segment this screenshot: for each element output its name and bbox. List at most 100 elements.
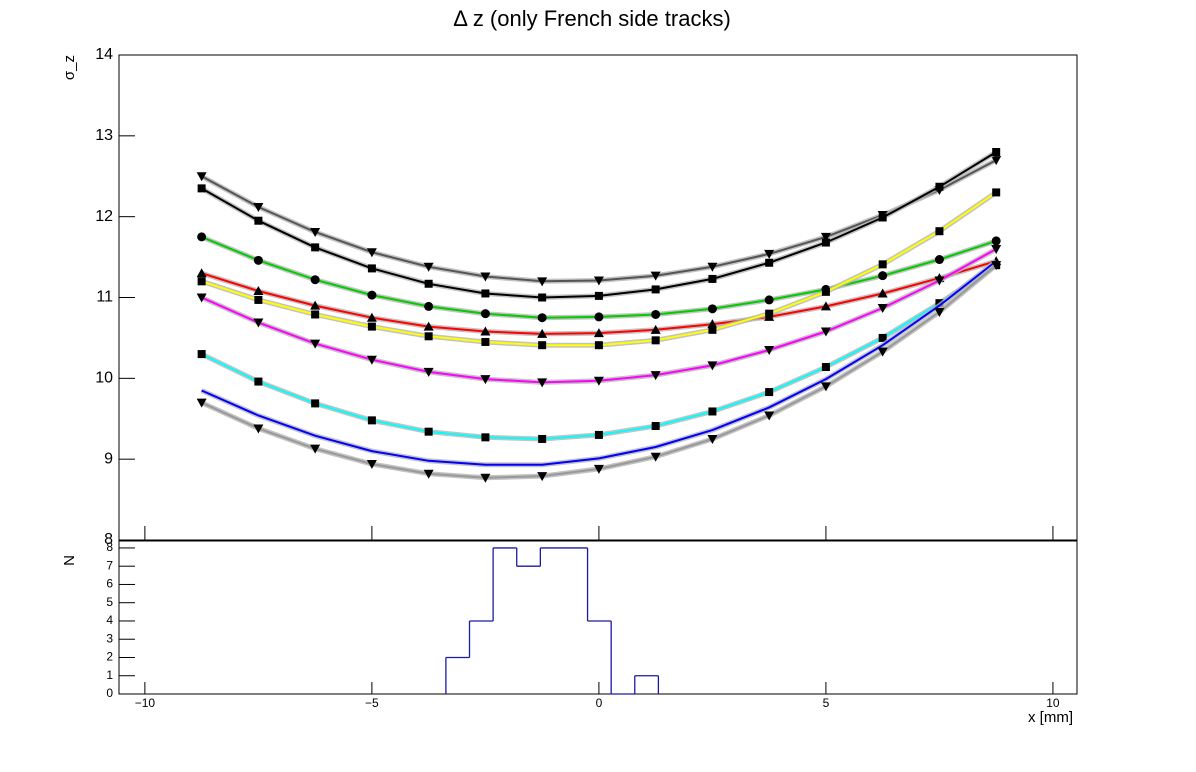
marker (538, 434, 547, 443)
y-tick-label: 3 (106, 631, 113, 645)
marker (480, 326, 491, 336)
marker (651, 285, 660, 294)
y-tick-label: 10 (95, 370, 113, 387)
marker (366, 248, 377, 258)
y-axis-label: σ_z (61, 55, 78, 80)
marker (253, 318, 264, 328)
marker (650, 452, 661, 462)
marker (310, 300, 321, 310)
y-tick-label: 14 (95, 46, 113, 63)
marker (481, 337, 490, 346)
marker (765, 388, 774, 397)
marker (480, 473, 491, 483)
marker (877, 288, 888, 298)
marker (764, 249, 775, 259)
marker (367, 264, 376, 273)
marker (820, 382, 831, 392)
marker (820, 232, 831, 242)
marker (593, 376, 604, 386)
marker (424, 301, 434, 311)
marker (650, 271, 661, 281)
y-tick-label: 13 (95, 127, 113, 144)
y-tick-label: 8 (106, 540, 113, 554)
y-tick-label: 12 (95, 208, 113, 225)
marker (935, 182, 944, 191)
marker (310, 444, 321, 454)
y-tick-label: 11 (96, 289, 113, 306)
marker (651, 422, 660, 431)
marker (254, 295, 263, 304)
marker (594, 341, 603, 350)
x-tick-label: 5 (823, 696, 830, 710)
marker (253, 286, 264, 296)
marker (197, 350, 206, 359)
marker (311, 310, 320, 319)
series-line (201, 260, 997, 466)
marker (196, 172, 207, 182)
marker (651, 336, 660, 345)
marker (196, 268, 207, 278)
y-tick-label: 2 (106, 650, 113, 664)
marker (821, 363, 830, 372)
marker (593, 276, 604, 286)
marker (878, 260, 887, 269)
marker (878, 333, 887, 342)
y-tick-label: 5 (106, 595, 113, 609)
marker (310, 275, 320, 285)
y-tick-label: 1 (106, 668, 113, 682)
marker (934, 276, 945, 286)
marker (877, 347, 888, 357)
marker (196, 293, 207, 303)
marker (593, 328, 604, 338)
marker (707, 434, 718, 444)
marker (423, 321, 434, 331)
marker (707, 262, 718, 272)
x-tick-label: 0 (596, 696, 603, 710)
marker (480, 272, 491, 282)
y-tick-label: 4 (106, 613, 113, 627)
y-tick-label: 6 (106, 577, 113, 591)
y-tick-label: 7 (106, 558, 113, 572)
marker (310, 228, 321, 238)
marker (991, 245, 1002, 254)
marker (481, 289, 490, 298)
x-axis-label: x [mm] (1028, 709, 1073, 726)
y-tick-label: 9 (104, 450, 113, 467)
marker (424, 427, 433, 436)
marker (197, 232, 207, 242)
marker (537, 378, 548, 388)
marker (197, 184, 206, 193)
y-axis-label: N (61, 555, 78, 566)
marker (594, 430, 603, 439)
marker (765, 309, 774, 318)
marker (310, 339, 321, 349)
marker (992, 148, 1001, 156)
marker (197, 277, 206, 286)
chart-title: Δ z (only French side tracks) (453, 6, 731, 31)
marker (991, 236, 1001, 246)
marker (877, 304, 888, 314)
marker (424, 332, 433, 341)
marker (594, 312, 604, 322)
marker (481, 433, 490, 442)
marker (424, 279, 433, 288)
marker (254, 377, 263, 386)
marker (196, 398, 207, 408)
x-tick-label: −5 (365, 696, 379, 710)
marker (537, 472, 548, 482)
y-tick-label: 8 (104, 531, 113, 548)
marker (253, 424, 264, 434)
marker (991, 261, 1002, 271)
marker (992, 188, 1001, 197)
marker (423, 469, 434, 479)
marker (707, 361, 718, 371)
marker (764, 295, 774, 305)
marker (538, 341, 547, 350)
marker (934, 255, 944, 265)
marker (537, 328, 548, 338)
marker (650, 371, 661, 381)
marker (537, 277, 548, 287)
marker (934, 308, 945, 318)
marker (423, 367, 434, 377)
